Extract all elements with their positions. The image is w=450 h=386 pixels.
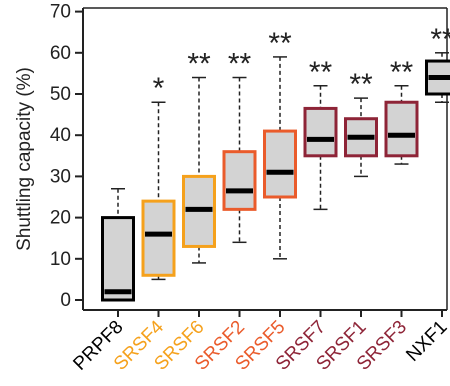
significance-marker: ** <box>187 48 211 81</box>
y-tick-label: 0 <box>60 290 71 311</box>
significance-marker: ** <box>268 27 292 60</box>
y-tick-label: 10 <box>50 249 71 270</box>
y-tick-label: 70 <box>50 2 71 23</box>
y-tick-label: 50 <box>50 84 71 105</box>
significance-marker: ** <box>430 23 450 56</box>
significance-marker: ** <box>349 68 373 101</box>
iqr-box <box>222 150 257 211</box>
iqr-box <box>384 100 419 158</box>
y-tick-label: 40 <box>50 125 71 146</box>
y-axis-label: Shuttling capacity (%) <box>14 67 35 251</box>
iqr-box <box>263 129 297 199</box>
significance-marker: ** <box>309 56 333 89</box>
iqr-box <box>141 199 176 277</box>
y-tick-label: 60 <box>50 43 71 64</box>
iqr-box <box>303 106 338 158</box>
x-tick-label: NXF1 <box>402 317 450 366</box>
iqr-box <box>101 216 135 302</box>
significance-marker: ** <box>228 48 252 81</box>
significance-marker: ** <box>390 56 414 89</box>
significance-marker: * <box>153 72 165 105</box>
y-tick-label: 20 <box>50 208 71 229</box>
y-tick-label: 30 <box>50 166 71 187</box>
